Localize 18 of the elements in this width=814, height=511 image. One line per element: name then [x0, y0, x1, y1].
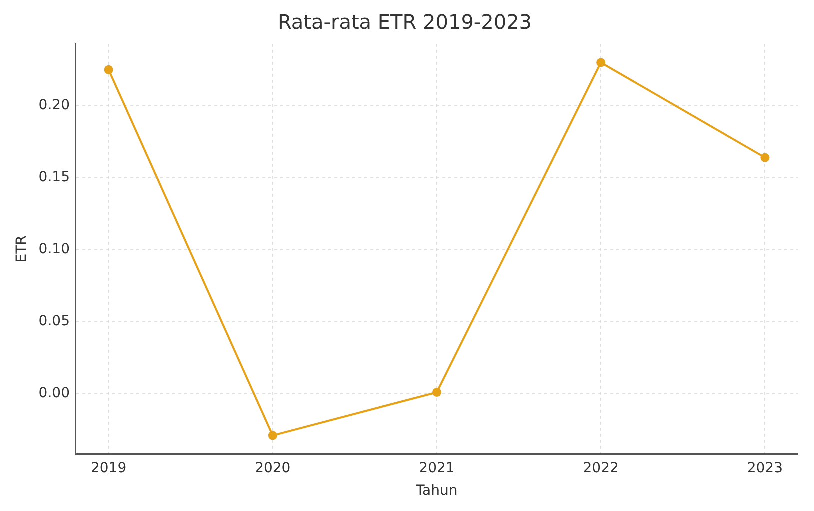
- x-tick-label: 2021: [419, 460, 455, 476]
- y-tick-label: 0.05: [38, 314, 70, 330]
- chart-title: Rata-rata ETR 2019-2023: [278, 10, 532, 34]
- y-tick-label: 0.00: [38, 386, 70, 402]
- point: [760, 153, 770, 162]
- y-axis-title: ETR: [14, 235, 30, 263]
- y-tick-label: 0.15: [38, 170, 70, 186]
- y-tick-label: 0.20: [38, 98, 70, 114]
- point: [596, 58, 606, 68]
- x-tick-label: 2020: [255, 460, 291, 476]
- x-axis-title: Tahun: [415, 483, 458, 500]
- point: [104, 65, 114, 74]
- x-tick-label: 2022: [583, 460, 619, 476]
- x-tick-label: 2019: [90, 460, 127, 476]
- y-tick-label: 0.10: [38, 242, 70, 258]
- point: [432, 388, 442, 397]
- x-tick-label: 2023: [747, 460, 783, 476]
- point: [268, 431, 278, 440]
